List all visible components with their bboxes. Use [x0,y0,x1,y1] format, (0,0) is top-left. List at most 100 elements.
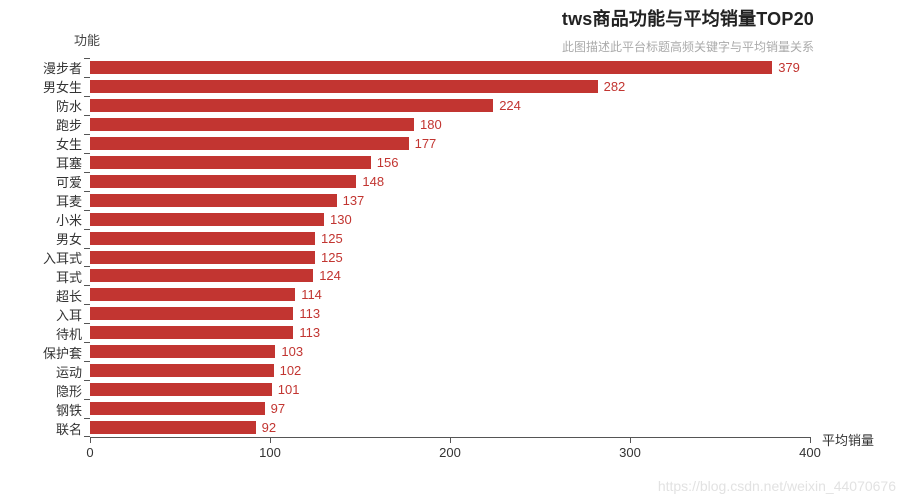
value-label: 101 [277,382,300,398]
bar-可爱[interactable] [90,174,357,188]
category-label: 耳塞 [55,156,82,171]
category-label: 钢铁 [55,403,82,418]
bar-耳式[interactable] [90,269,314,283]
value-label: 130 [330,211,352,227]
bar-row: 114 [90,285,810,304]
bar-row: 97 [90,399,810,418]
value-label: 379 [778,59,800,75]
bar-row: 180 [90,115,810,134]
bar-漫步者[interactable] [90,60,773,74]
x-axis-ticks [90,438,811,444]
x-tick-mark [90,438,91,443]
x-axis-title: 平均销量 [822,433,875,448]
value-label: 177 [414,135,437,151]
category-label: 耳麦 [55,194,82,209]
y-tick-mark [84,436,90,437]
y-tick-mark [84,190,90,192]
value-label: 137 [342,192,365,208]
value-label: 97 [270,401,286,417]
value-label: 113 [299,325,321,341]
category-label: 漫步者 [42,61,82,76]
bar-超长[interactable] [90,288,296,302]
bar-隐形[interactable] [90,383,272,397]
bar-row: 130 [90,210,810,229]
bar-入耳[interactable] [90,307,294,321]
y-tick-mark [84,171,90,173]
y-tick-mark [84,323,90,325]
bar-耳麦[interactable] [90,193,337,207]
x-tick-label: 200 [439,445,461,460]
y-tick-mark [84,380,90,382]
bar-row: 379 [90,58,810,77]
bar-保护套[interactable] [90,345,276,359]
y-tick-mark [84,58,90,59]
y-tick-mark [84,247,90,249]
x-axis-line [90,437,811,438]
value-label: 282 [603,78,626,94]
y-axis-title: 功能 [74,33,101,48]
category-label: 联名 [55,422,82,437]
bar-钢铁[interactable] [90,402,265,416]
category-label: 小米 [55,213,82,228]
bar-row: 102 [90,361,810,380]
bar-女生[interactable] [90,136,409,150]
x-tick-label: 100 [259,445,281,460]
bar-row: 125 [90,229,810,248]
value-label: 124 [319,268,341,284]
category-label: 男女生 [42,80,82,95]
bar-运动[interactable] [90,364,274,378]
value-label: 125 [321,249,343,265]
value-label: 102 [279,363,302,379]
y-tick-mark [84,304,90,306]
y-axis-category-labels: 漫步者 男女生 防水 跑步 女生 耳塞 可爱 耳麦 小米 男女 入耳式 耳式 超长 入耳 待机 保护套 运动 隐形… [0,58,82,437]
y-axis-ticks [84,58,90,437]
x-axis-tick-labels: 0 100 200 300 400 [86,445,820,461]
bar-男女[interactable] [90,231,315,245]
y-tick-mark [84,114,90,116]
bar-row: 103 [90,342,810,361]
bar-row: 124 [90,266,810,285]
category-label: 跑步 [55,118,82,133]
category-label: 保护套 [42,346,82,361]
watermark-url: https://blog.csdn.net/weixin_44070676 [657,478,896,494]
bar-男女生[interactable] [90,79,598,93]
category-label: 防水 [55,99,82,114]
x-tick-mark [450,438,451,443]
x-tick-mark [810,438,811,443]
bar-row: 282 [90,77,810,96]
category-label: 入耳式 [42,251,82,266]
bar-耳塞[interactable] [90,155,371,169]
x-tick-label: 0 [86,445,94,460]
y-tick-mark [84,209,90,211]
bar-跑步[interactable] [90,117,414,131]
chart-subtitle: 此图描述此平台标题高频关键字与平均销量关系 [561,40,814,54]
category-label: 待机 [55,327,82,342]
bar-联名[interactable] [90,421,256,435]
value-label: 103 [281,344,304,360]
y-tick-mark [84,266,90,268]
bar-入耳式[interactable] [90,250,315,264]
plot-area: 379 282 224 180 177 156 148 137 130 125 125 124 114 1… [90,58,810,437]
bar-row: 113 [90,304,810,323]
bar-row: 113 [90,323,810,342]
chart-title: tws商品功能与平均销量TOP20 [561,9,814,29]
value-label: 125 [321,230,343,246]
x-tick-mark [630,438,631,443]
value-label: 180 [420,116,442,132]
category-label: 可爱 [55,175,82,190]
value-label: 156 [376,154,399,170]
value-label: 113 [299,306,321,322]
value-label: 148 [362,173,385,189]
category-label: 运动 [55,365,82,380]
bar-row: 177 [90,134,810,153]
bar-防水[interactable] [90,98,494,112]
y-tick-mark [84,152,90,154]
bar-row: 224 [90,96,810,115]
bar-待机[interactable] [90,326,294,340]
y-tick-mark [84,285,90,287]
x-tick-label: 400 [799,445,821,460]
y-tick-mark [84,361,90,363]
x-tick-label: 300 [619,445,641,460]
bar-小米[interactable] [90,212,324,226]
